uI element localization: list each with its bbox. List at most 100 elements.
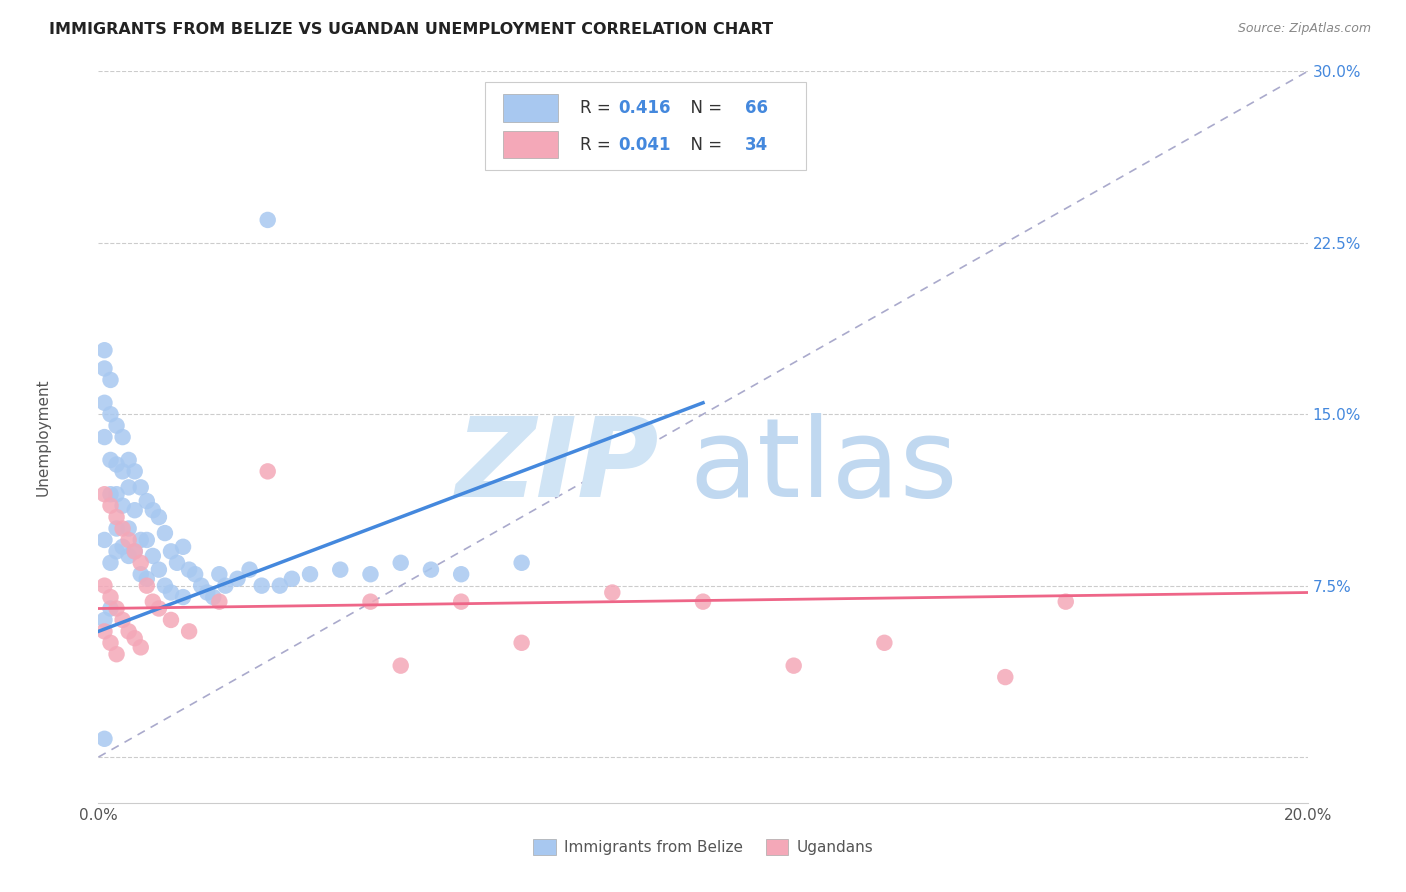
Point: [153, 579, 176, 593]
Point: [135, 579, 157, 593]
Point: [93, 579, 115, 593]
Point: [100, 453, 122, 467]
Point: [100, 556, 122, 570]
Point: [118, 533, 141, 547]
Point: [1054, 594, 1077, 608]
Point: [208, 594, 231, 608]
Point: [256, 213, 278, 227]
Point: [100, 407, 122, 421]
Text: atlas: atlas: [690, 413, 957, 520]
Point: [873, 636, 896, 650]
Point: [105, 487, 128, 501]
Point: [360, 594, 382, 608]
Point: [93, 396, 115, 410]
Point: [105, 521, 128, 535]
Point: [135, 533, 157, 547]
Bar: [503, 94, 558, 122]
Point: [105, 601, 128, 615]
Text: R =: R =: [579, 136, 616, 153]
Point: [100, 373, 122, 387]
Bar: [503, 130, 558, 159]
Point: [269, 579, 291, 593]
Point: [100, 487, 122, 501]
Point: [166, 556, 188, 570]
Point: [202, 590, 225, 604]
Point: [692, 594, 714, 608]
Point: [299, 567, 322, 582]
Point: [111, 613, 134, 627]
Point: [105, 647, 128, 661]
Text: 0.041: 0.041: [619, 136, 671, 153]
Point: [124, 503, 146, 517]
Point: [100, 601, 122, 615]
Text: IMMIGRANTS FROM BELIZE VS UGANDAN UNEMPLOYMENT CORRELATION CHART: IMMIGRANTS FROM BELIZE VS UGANDAN UNEMPL…: [49, 22, 773, 37]
Y-axis label: Unemployment: Unemployment: [35, 378, 51, 496]
Point: [329, 563, 352, 577]
Point: [142, 549, 165, 563]
Point: [93, 731, 115, 746]
Point: [129, 533, 152, 547]
Point: [124, 544, 146, 558]
Point: [135, 494, 157, 508]
Point: [160, 544, 183, 558]
Point: [142, 594, 165, 608]
Point: [124, 464, 146, 478]
Text: 34: 34: [745, 136, 769, 153]
Point: [510, 636, 533, 650]
Text: N =: N =: [681, 136, 727, 153]
Point: [129, 640, 152, 655]
Point: [190, 579, 212, 593]
Point: [783, 658, 806, 673]
Point: [100, 499, 122, 513]
Point: [129, 567, 152, 582]
Point: [105, 510, 128, 524]
Point: [160, 613, 183, 627]
Point: [93, 624, 115, 639]
Point: [142, 503, 165, 517]
Point: [93, 430, 115, 444]
Point: [256, 464, 278, 478]
Point: [93, 613, 115, 627]
Point: [105, 544, 128, 558]
Point: [129, 556, 152, 570]
Point: [135, 572, 157, 586]
Point: [179, 624, 201, 639]
Point: [602, 585, 624, 599]
Point: [118, 624, 141, 639]
Point: [111, 499, 134, 513]
Point: [93, 343, 115, 358]
Point: [118, 453, 141, 467]
Point: [420, 563, 443, 577]
Text: 0.416: 0.416: [619, 99, 671, 117]
Point: [281, 572, 304, 586]
Point: [184, 567, 207, 582]
Point: [226, 572, 249, 586]
Point: [195, 585, 218, 599]
Point: [389, 658, 412, 673]
Point: [111, 464, 134, 478]
Point: [105, 458, 128, 472]
Point: [148, 563, 170, 577]
Point: [93, 361, 115, 376]
Text: R =: R =: [579, 99, 616, 117]
Point: [208, 567, 231, 582]
Point: [93, 533, 115, 547]
Point: [510, 556, 533, 570]
Point: [100, 636, 122, 650]
Point: [214, 579, 236, 593]
Point: [118, 549, 141, 563]
Text: Source: ZipAtlas.com: Source: ZipAtlas.com: [1237, 22, 1371, 36]
Point: [111, 430, 134, 444]
Point: [994, 670, 1017, 684]
FancyBboxPatch shape: [485, 82, 806, 170]
Point: [179, 563, 201, 577]
Point: [105, 418, 128, 433]
Point: [124, 632, 146, 646]
Point: [450, 594, 472, 608]
Point: [389, 556, 412, 570]
Point: [172, 590, 194, 604]
Point: [160, 585, 183, 599]
Point: [153, 526, 176, 541]
Point: [111, 521, 134, 535]
Point: [129, 480, 152, 494]
